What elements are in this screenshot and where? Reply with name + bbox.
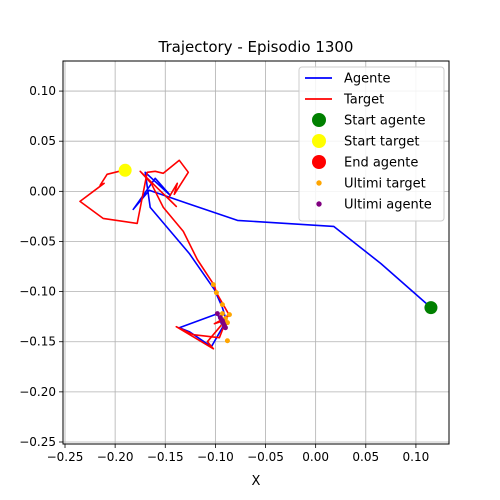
y-tick-label: −0.05 [19,234,56,248]
legend-swatch-start-target [312,134,326,148]
ultimi-target-point [226,312,232,318]
y-tick-label: −0.10 [19,285,56,299]
legend-label-end-agente: End agente [344,156,418,171]
start-target-point [118,163,132,177]
ultimi-target-point [224,338,230,344]
ultimi-agente-point [222,325,228,331]
x-tick-label: 0.00 [302,450,329,464]
x-tick-label: −0.20 [97,450,134,464]
x-tick-label: 0.10 [403,450,430,464]
start-agente-point [424,301,438,315]
x-tick-label: −0.25 [47,450,84,464]
tick-layer: −0.25 −0.20 −0.15 −0.10 −0.05 0.00 0.05 0.10 −0.… [19,84,429,464]
y-tick-label: −0.15 [19,335,56,349]
legend-swatch-end-agente [312,155,326,169]
chart-title: Trajectory - Episodio 1300 [158,38,354,56]
y-tick-label: 0.05 [29,134,56,148]
ultimi-target-point [213,290,219,296]
legend-label-ultimi-target: Ultimi target [344,177,426,192]
y-tick-label: −0.25 [19,435,56,449]
ultimi-target-point [210,282,216,288]
x-axis-label: X [252,474,261,489]
data-layer [79,159,438,350]
legend-label-start-target: Start target [344,135,419,150]
target-line [79,159,230,350]
plot-frame [62,60,450,445]
legend-swatch-start-agente [312,113,326,127]
x-tick-label: −0.10 [197,450,234,464]
y-tick-label: −0.20 [19,385,56,399]
legend-frame [298,66,445,222]
legend-label-start-agente: Start agente [344,114,425,129]
y-tick-label: 0.10 [29,84,56,98]
ultimi-target-point [219,302,225,308]
legend-label-agente: Agente [344,72,390,87]
legend: Agente Target Start agente Start target End … [298,66,445,222]
legend-swatch-ultimi-agente [316,201,322,207]
ultimi-agente-point [214,311,220,317]
legend-label-target: Target [343,93,384,108]
x-tick-label: 0.05 [352,450,379,464]
x-tick-label: −0.05 [247,450,284,464]
legend-swatch-ultimi-target [316,180,322,186]
ultimi-target-point [219,311,225,317]
legend-label-ultimi-agente: Ultimi agente [344,198,432,213]
x-tick-label: −0.15 [147,450,184,464]
y-tick-label: 0.00 [29,184,56,198]
